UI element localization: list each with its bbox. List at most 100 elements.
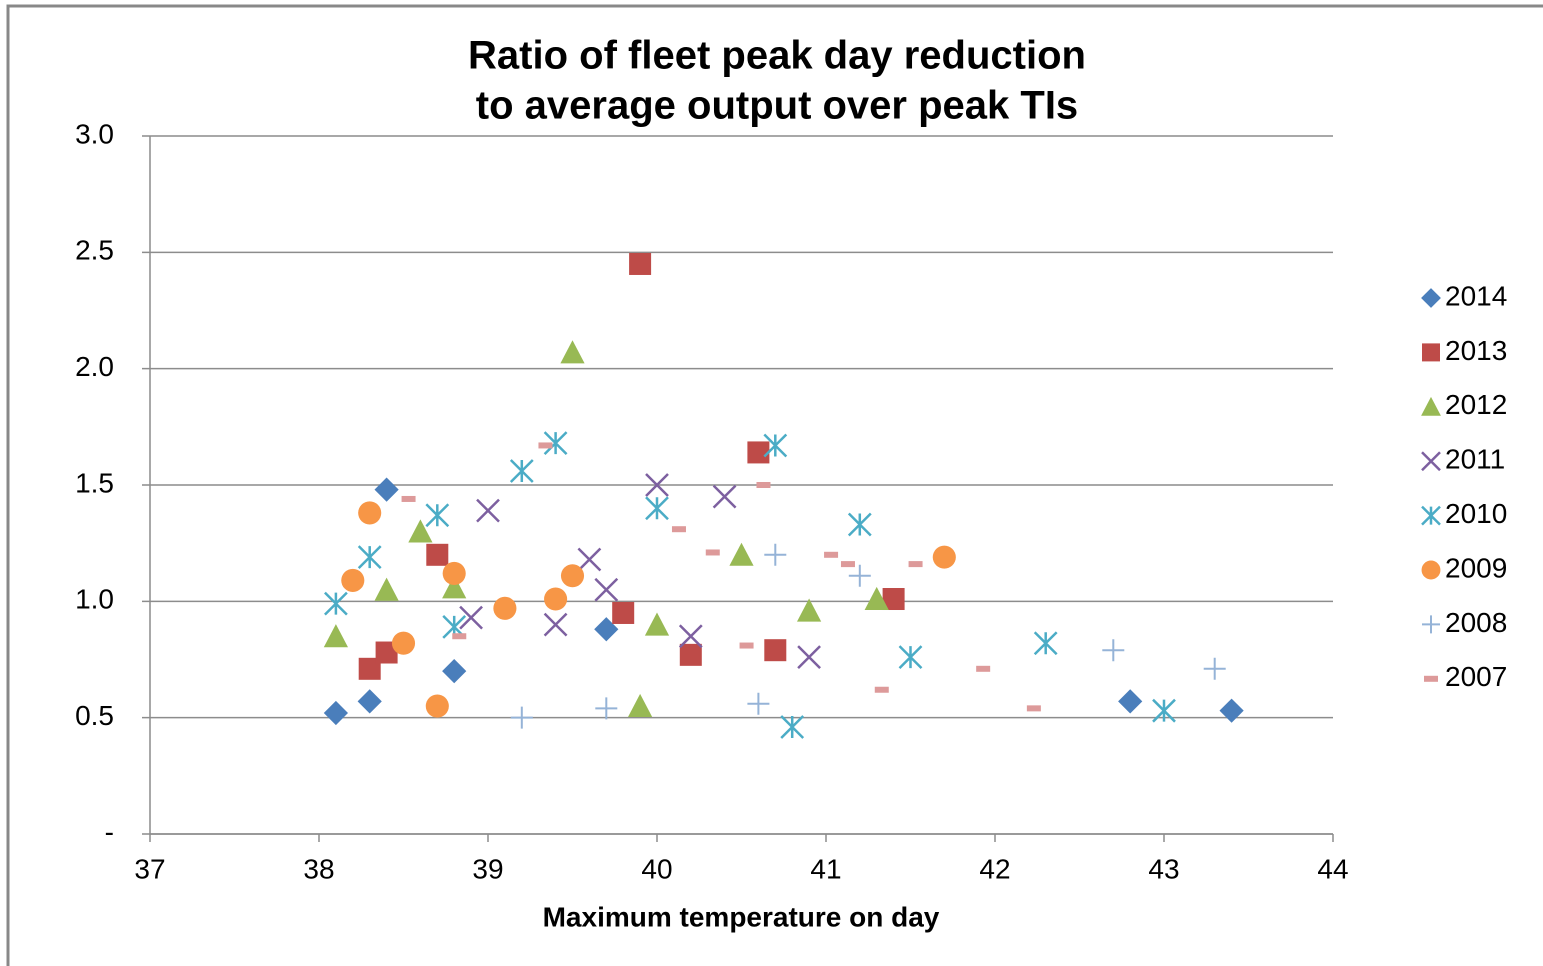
point [493, 596, 517, 620]
x-tick-label: 39 [472, 853, 503, 884]
point [1219, 698, 1244, 723]
point [848, 564, 871, 587]
legend-marker [1421, 560, 1441, 580]
point [840, 561, 855, 568]
point [594, 617, 619, 642]
point [459, 605, 483, 630]
point [671, 526, 686, 533]
point [560, 340, 585, 364]
legend-label: 2011 [1445, 444, 1505, 475]
point [1152, 698, 1176, 723]
legend-marker [1421, 396, 1441, 416]
point [679, 643, 702, 666]
point [747, 692, 770, 715]
point [747, 441, 770, 464]
x-tick-label: 44 [1317, 853, 1348, 884]
legend-marker [1422, 343, 1440, 362]
legend-label: 2009 [1445, 552, 1507, 583]
y-tick-label: 3.0 [75, 118, 114, 149]
point [358, 501, 382, 525]
point [764, 543, 787, 566]
x-tick-label: 41 [810, 853, 841, 884]
y-tick-label: 0.5 [75, 700, 114, 731]
x-tick-label: 38 [303, 853, 334, 884]
point [442, 659, 467, 684]
point [1033, 631, 1058, 656]
point [1118, 689, 1143, 714]
chart-title: Ratio of fleet peak day reduction [468, 34, 1086, 78]
point [408, 519, 433, 543]
point [560, 564, 585, 588]
point [847, 512, 872, 537]
point [780, 715, 805, 739]
point [357, 689, 382, 714]
point [391, 631, 416, 655]
point [797, 598, 822, 622]
point [1102, 639, 1125, 662]
point [898, 645, 923, 670]
legend-label: 2012 [1445, 389, 1507, 420]
point [1203, 657, 1226, 680]
chart-title: to average output over peak TIs [476, 84, 1078, 128]
x-tick-label: 40 [641, 853, 672, 884]
point [595, 697, 618, 720]
point [612, 601, 635, 624]
point [442, 575, 467, 599]
legend-marker [1421, 451, 1441, 472]
point [908, 561, 923, 568]
point [629, 252, 652, 275]
point [401, 495, 416, 502]
legend-label: 2014 [1445, 280, 1507, 311]
point [976, 665, 991, 672]
point [538, 442, 553, 449]
x-tick-label: 43 [1148, 853, 1179, 884]
legend-marker [1422, 615, 1440, 634]
y-tick-label: 1.0 [75, 584, 114, 615]
point [374, 577, 399, 601]
point [882, 588, 905, 611]
point [357, 545, 382, 570]
point [824, 551, 839, 558]
point [705, 549, 720, 556]
legend-label: 2008 [1445, 607, 1507, 638]
point [932, 545, 956, 569]
point [543, 612, 568, 637]
point [763, 433, 788, 458]
point [544, 587, 568, 611]
y-tick-label: 2.5 [75, 235, 114, 266]
point [645, 496, 669, 521]
point [358, 657, 381, 680]
point [425, 694, 449, 718]
point [756, 482, 771, 488]
point [425, 503, 450, 528]
legend-label: 2010 [1445, 498, 1507, 529]
point [375, 641, 398, 664]
point [543, 431, 568, 456]
legend-marker [1424, 675, 1438, 682]
point [645, 473, 669, 497]
y-tick-label: 2.0 [75, 351, 114, 382]
legend-marker [1421, 288, 1441, 308]
y-tick-label: - [105, 816, 114, 847]
point [577, 547, 602, 572]
legend-label: 2013 [1445, 335, 1507, 366]
point [341, 568, 365, 592]
point [678, 624, 703, 649]
point [452, 633, 467, 640]
point [764, 639, 787, 662]
point [323, 700, 348, 726]
point [594, 577, 619, 602]
point [476, 498, 500, 523]
chart-frame [6, 4, 1543, 966]
point [797, 645, 821, 670]
point [442, 561, 466, 585]
point [644, 612, 670, 636]
legend-marker [1421, 505, 1441, 526]
point [323, 624, 348, 648]
point [324, 591, 348, 616]
point [729, 542, 754, 566]
point [739, 642, 754, 649]
point [1026, 705, 1041, 712]
x-axis-label: Maximum temperature on day [543, 901, 940, 932]
